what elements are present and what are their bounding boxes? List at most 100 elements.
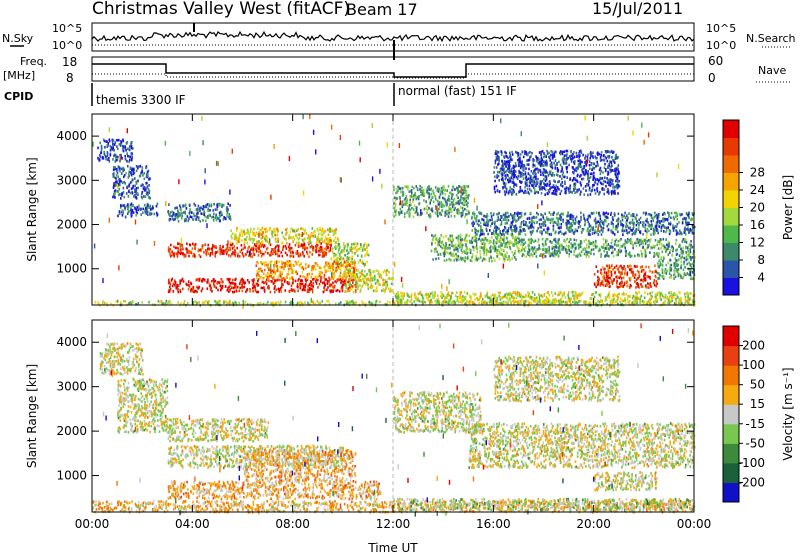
data-cell (441, 205, 443, 208)
data-cell (668, 243, 670, 246)
data-cell (609, 168, 612, 172)
data-cell (140, 171, 142, 175)
data-cell (189, 210, 192, 213)
data-cell (238, 289, 240, 293)
data-cell (466, 246, 468, 249)
data-cell (531, 239, 533, 242)
data-cell (133, 171, 136, 175)
data-cell (336, 245, 339, 248)
data-cell (200, 279, 203, 283)
data-cell (169, 248, 172, 251)
data-cell (345, 280, 348, 284)
data-cell (366, 243, 368, 246)
data-cell (140, 213, 142, 216)
data-cell (235, 236, 237, 240)
data-cell (430, 300, 432, 303)
data-cell (333, 253, 336, 257)
data-cell (509, 240, 511, 243)
data-cell (187, 288, 190, 291)
data-cell (216, 301, 218, 305)
data-cell (132, 170, 135, 174)
data-cell (264, 268, 266, 272)
data-cell (469, 251, 472, 254)
data-cell (337, 250, 340, 254)
data-cell (591, 242, 594, 245)
data-cell (685, 212, 688, 215)
data-cell (261, 243, 264, 247)
data-cell (241, 230, 243, 233)
data-cell (365, 274, 367, 278)
data-cell (128, 170, 131, 174)
freq-panel (91, 56, 695, 82)
data-cell (215, 213, 217, 217)
data-cell (309, 245, 312, 249)
data-cell (296, 301, 299, 305)
data-cell (357, 287, 359, 291)
data-cell (271, 272, 273, 276)
data-cell (221, 252, 223, 255)
data-cell (314, 248, 317, 252)
data-cell (248, 235, 251, 239)
data-cell (270, 302, 272, 305)
data-cell (242, 254, 245, 258)
data-cell (482, 230, 484, 234)
data-cell (612, 218, 614, 222)
data-cell (515, 226, 518, 230)
data-cell (265, 274, 267, 277)
data-cell (143, 177, 146, 181)
data-cell (654, 225, 657, 228)
data-cell (219, 284, 222, 287)
data-cell (402, 190, 404, 194)
data-cell (353, 261, 355, 265)
data-cell (596, 221, 598, 224)
data-cell (685, 233, 687, 236)
data-cell (282, 235, 285, 238)
data-cell (206, 249, 209, 253)
data-cell (336, 265, 339, 268)
data-cell (506, 215, 509, 219)
data-cell (649, 240, 651, 244)
data-cell (115, 158, 118, 162)
data-cell (503, 259, 506, 263)
data-cell (211, 252, 214, 256)
data-cell (337, 256, 340, 260)
data-cell (475, 257, 478, 260)
data-cell (511, 257, 513, 260)
data-cell (326, 279, 329, 283)
data-cell (529, 224, 532, 228)
data-cell (504, 222, 507, 225)
data-cell (282, 283, 284, 286)
data-cell (687, 301, 689, 304)
data-cell (172, 290, 175, 293)
data-cell (114, 160, 117, 163)
data-cell (638, 218, 640, 222)
data-cell (564, 246, 566, 249)
data-cell (429, 202, 431, 205)
data-cell (187, 219, 189, 223)
data-cell (260, 275, 263, 279)
data-cell (642, 224, 644, 227)
data-cell (578, 243, 581, 246)
cpid-program-1: themis 3300 IF (96, 93, 186, 107)
data-cell (211, 279, 213, 283)
data-cell (642, 233, 644, 236)
data-cell (587, 220, 589, 224)
data-cell (544, 175, 546, 178)
data-cell (132, 184, 134, 188)
data-cell (221, 203, 223, 206)
data-cell (215, 246, 218, 249)
data-cell (691, 212, 694, 215)
data-cell (570, 228, 573, 232)
data-cell (595, 225, 597, 228)
data-cell (361, 272, 363, 276)
data-cell (117, 175, 119, 178)
data-cell (551, 301, 553, 304)
data-cell (502, 303, 504, 306)
data-cell (132, 186, 134, 190)
data-cell (349, 278, 351, 282)
data-cell (296, 236, 298, 239)
data-cell (142, 211, 144, 214)
data-cell (315, 282, 318, 285)
data-cell (261, 236, 264, 239)
